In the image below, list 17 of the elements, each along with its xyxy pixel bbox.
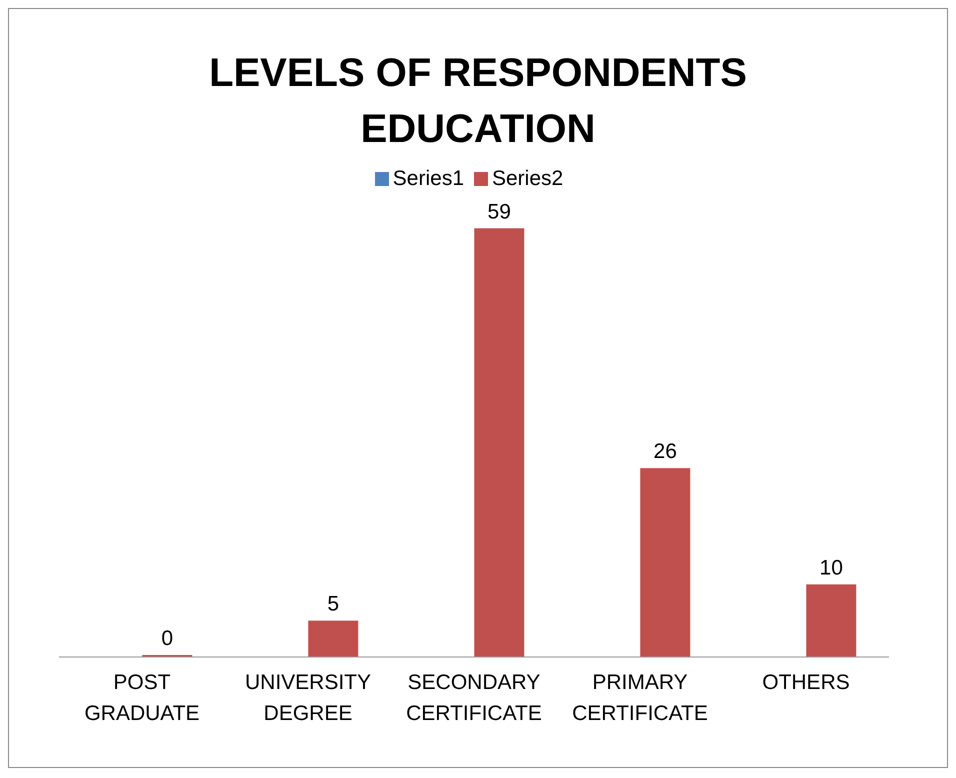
x-tick-label: UNIVERSITY DEGREE <box>244 671 372 725</box>
legend-label: Series2 <box>492 167 564 190</box>
data-label: 26 <box>654 440 677 464</box>
x-tick-label: OTHERS <box>762 671 850 694</box>
data-label: 0 <box>161 627 174 650</box>
x-tick-label: PRIMARY CERTIFICATE <box>572 671 708 725</box>
bar <box>308 620 358 657</box>
legend-label: Series1 <box>392 167 464 190</box>
data-label: 5 <box>327 592 340 616</box>
bar <box>806 584 856 657</box>
x-tick-label: POST GRADUATE <box>84 671 200 725</box>
chart-title: LEVELS OF RESPONDENTS EDUCATION <box>208 50 748 153</box>
x-tick-label: SECONDARY CERTIFICATE <box>406 671 542 725</box>
bar <box>640 468 690 657</box>
data-label: 59 <box>488 200 511 224</box>
bar <box>474 228 524 657</box>
data-label: 10 <box>820 556 843 580</box>
